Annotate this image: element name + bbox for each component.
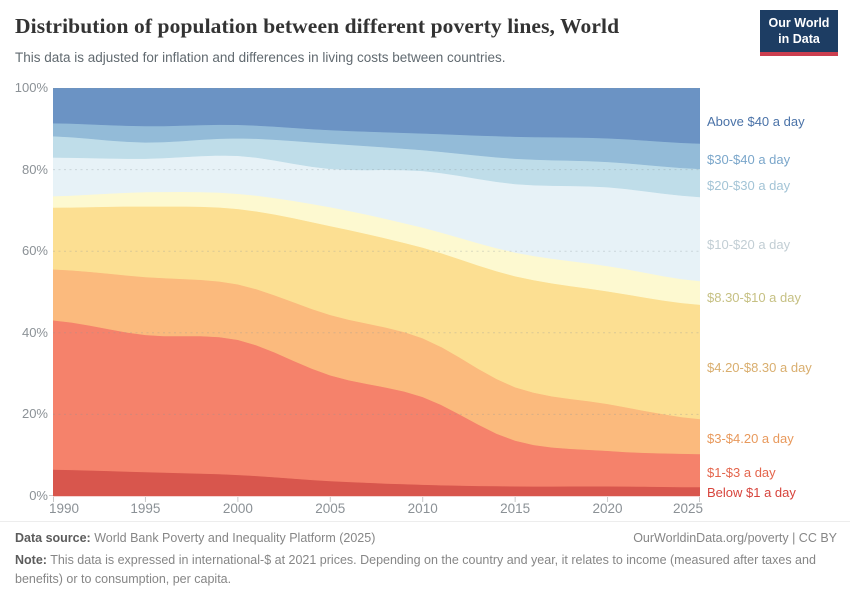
data-source-label: Data source: (15, 531, 91, 545)
area-band-above-40[interactable] (53, 88, 700, 144)
x-axis-label-2015: 2015 (500, 501, 531, 516)
x-axis-label-2005: 2005 (315, 501, 346, 516)
y-axis-label-0: 0% (29, 488, 48, 503)
legend-label-above-40[interactable]: Above $40 a day (707, 114, 805, 129)
x-axis-label-1990: 1990 (49, 501, 80, 516)
y-axis-label-80: 80% (21, 161, 48, 177)
y-axis-label-60: 60% (21, 243, 48, 259)
owid-logo-red-bar (760, 52, 838, 57)
y-axis-label-40: 40% (21, 324, 48, 340)
owid-link[interactable]: OurWorldinData.org/poverty | CC BY (633, 531, 837, 545)
owid-logo-line2: in Data (778, 31, 820, 46)
owid-logo[interactable]: Our World in Data (760, 10, 838, 57)
y-axis-zero-tick (49, 495, 53, 496)
x-axis-label-2025: 2025 (672, 501, 703, 516)
x-axis-label-2010: 2010 (407, 501, 438, 516)
data-source-text: World Bank Poverty and Inequality Platfo… (90, 531, 376, 545)
chart-footer: Data source: World Bank Poverty and Ineq… (0, 521, 850, 586)
legend-label-4-20-8-30[interactable]: $4.20-$8.30 a day (707, 360, 812, 375)
y-axis-label-20: 20% (21, 406, 48, 422)
x-axis-label-2020: 2020 (592, 501, 623, 516)
note-text: This data is expressed in international-… (15, 553, 816, 587)
stacked-area-chart: 0% 20% 40% 60% 80% 100% 1990 1995 2000 2005 2010 2… (14, 80, 812, 516)
page-title: Distribution of population between diffe… (15, 14, 620, 38)
note-line: Note: This data is expressed in internat… (15, 551, 837, 590)
data-source-line: Data source: World Bank Poverty and Ineq… (15, 531, 835, 545)
plot-area[interactable] (53, 88, 700, 502)
legend-label-below-1[interactable]: Below $1 a day (707, 485, 796, 500)
legend-label-10-20[interactable]: $10-$20 a day (707, 237, 791, 252)
legend-label-30-40[interactable]: $30-$40 a day (707, 152, 791, 167)
legend-label-8-30-10[interactable]: $8.30-$10 a day (707, 290, 801, 305)
x-axis-label-1995: 1995 (130, 501, 161, 516)
x-axis-label-2000: 2000 (222, 501, 253, 516)
legend-label-3-4-20[interactable]: $3-$4.20 a day (707, 431, 794, 446)
legend-label-20-30[interactable]: $20-$30 a day (707, 178, 791, 193)
legend-label-1-3[interactable]: $1-$3 a day (707, 465, 776, 480)
owid-logo-line1: Our World (768, 16, 830, 30)
y-axis-label-100: 100% (14, 80, 48, 95)
page-subtitle: This data is adjusted for inflation and … (15, 50, 506, 65)
note-label: Note: (15, 553, 47, 567)
